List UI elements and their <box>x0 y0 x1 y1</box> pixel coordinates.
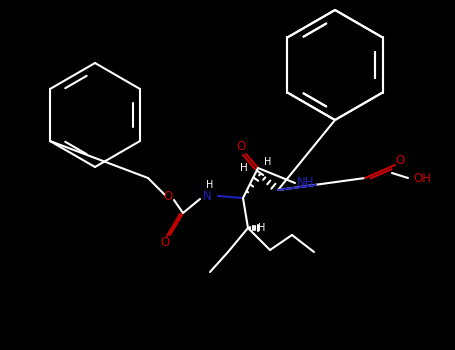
Text: N: N <box>202 189 212 203</box>
Text: H: H <box>264 157 272 167</box>
Text: O: O <box>163 190 172 203</box>
Text: H: H <box>258 223 266 233</box>
Text: H: H <box>240 163 254 173</box>
Text: H: H <box>206 180 214 190</box>
Text: O: O <box>395 154 404 167</box>
Text: O: O <box>237 140 246 154</box>
Text: O: O <box>160 237 170 250</box>
Text: OH: OH <box>413 172 431 184</box>
Text: NH: NH <box>297 176 315 189</box>
